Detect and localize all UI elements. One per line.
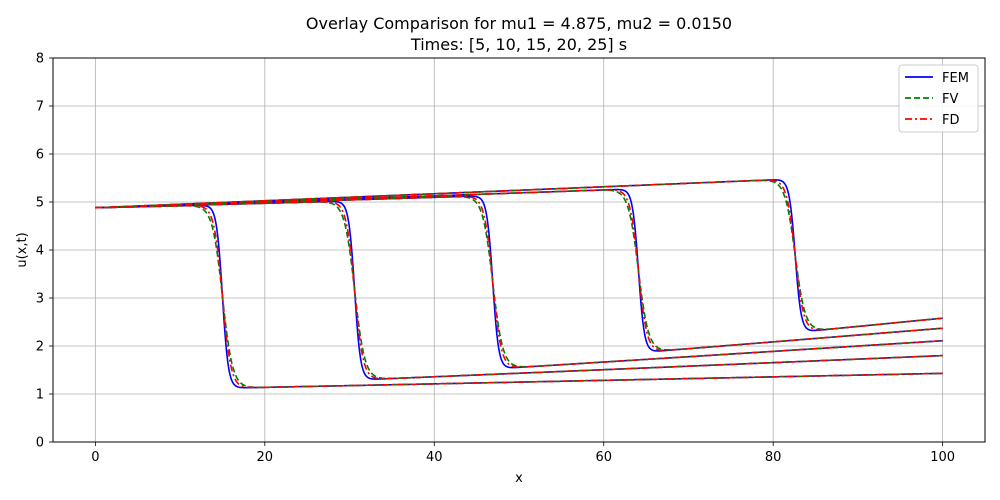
y-axis-label: u(x,t)	[15, 232, 30, 267]
x-tick-label: 80	[765, 450, 782, 465]
legend-label-fem: FEM	[942, 71, 969, 86]
x-tick-label: 0	[91, 450, 99, 465]
y-tick-label: 6	[36, 148, 44, 163]
line-fd-t20	[95, 189, 943, 352]
x-tick-label: 20	[257, 450, 274, 465]
legend: FEM FV FD	[898, 64, 979, 133]
y-tick-label: 8	[36, 52, 44, 67]
series-lines	[95, 179, 943, 389]
x-axis-label: x	[515, 471, 523, 486]
chart-subtitle: Times: [5, 10, 15, 20, 25] s	[410, 35, 627, 54]
y-tick-label: 0	[36, 436, 44, 451]
y-tick-label: 4	[36, 244, 44, 259]
chart-title: Overlay Comparison for mu1 = 4.875, mu2 …	[306, 14, 732, 33]
line-fd-t5	[95, 204, 943, 389]
y-tick-label: 1	[36, 388, 44, 403]
y-tick-label: 2	[36, 340, 44, 355]
legend-label-fd: FD	[942, 113, 960, 128]
y-tick-label: 5	[36, 196, 44, 211]
series-fd	[95, 179, 943, 389]
x-tick-label: 100	[930, 450, 955, 465]
line-fv-t10	[95, 201, 943, 380]
ticks: 0 20 40 60 80 100 0 1 2 3 4 5 6 7 8	[36, 52, 955, 466]
line-fd-t25	[95, 179, 943, 331]
y-tick-label: 7	[36, 100, 44, 115]
x-tick-label: 60	[595, 450, 612, 465]
legend-label-fv: FV	[942, 92, 958, 107]
x-tick-label: 40	[426, 450, 443, 465]
legend-box	[898, 64, 979, 133]
y-tick-label: 3	[36, 292, 44, 307]
